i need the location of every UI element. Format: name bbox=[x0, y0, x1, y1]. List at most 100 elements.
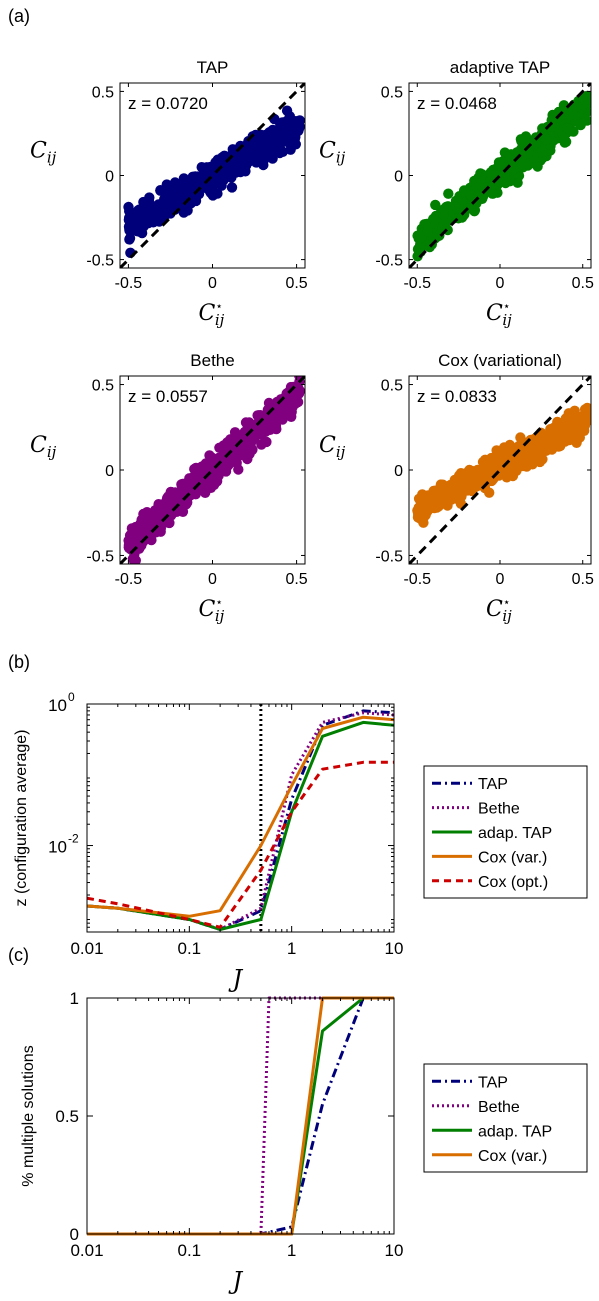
x-axis-label-superscript: ⋆ bbox=[215, 595, 223, 609]
y-axis-label: Cij bbox=[319, 433, 346, 461]
scatter-panel-3: -0.5-0.5 0 0 0.5 0.5 Bethe z = 0.0557 Cij C⋆ ij bbox=[30, 351, 308, 625]
scatter-point bbox=[146, 534, 157, 546]
scatter-point bbox=[124, 225, 135, 236]
y-axis-label-subscript: ij bbox=[47, 149, 57, 167]
scatter-point bbox=[471, 178, 482, 189]
scatter-point bbox=[123, 541, 135, 553]
scatter-point bbox=[458, 185, 470, 196]
y-axis-label-subscript: ij bbox=[336, 443, 346, 461]
x-axis-label: C⋆ ij bbox=[199, 595, 225, 625]
scatter-panel-1: -0.5-0.5 0 0 0.5 0.5 TAP z = 0.0720 Cij C⋆ ij bbox=[30, 58, 308, 329]
scatter-point bbox=[486, 452, 497, 464]
x-tick-label: 0 bbox=[208, 275, 217, 292]
x-axis-label: C⋆ ij bbox=[486, 595, 512, 625]
legend-label: adap. TAP bbox=[478, 1123, 552, 1140]
scatter-point bbox=[253, 133, 265, 145]
x-tick-label: 10 bbox=[385, 939, 404, 958]
scatter-point bbox=[219, 165, 230, 177]
y-tick-label: 0 bbox=[105, 169, 114, 186]
legend-label: Cox (var.) bbox=[478, 849, 547, 866]
scatter-point bbox=[252, 151, 263, 163]
scatter-point bbox=[511, 465, 522, 476]
x-tick-label: 0.5 bbox=[285, 275, 307, 292]
scatter-point bbox=[529, 433, 541, 444]
scatter-point bbox=[579, 419, 591, 430]
x-axis-label: J bbox=[228, 1267, 244, 1295]
scatter-point bbox=[281, 116, 292, 127]
scatter-point bbox=[459, 469, 470, 481]
x-axis-label-superscript: ⋆ bbox=[503, 299, 511, 313]
scatter-point bbox=[567, 104, 579, 116]
scatter-point bbox=[163, 497, 175, 508]
y-axis-label: z (configuration average) bbox=[13, 730, 30, 907]
z-annotation: z = 0.0557 bbox=[128, 387, 208, 406]
scatter-point bbox=[155, 185, 166, 196]
z-annotation: z = 0.0720 bbox=[128, 94, 208, 113]
scatter-point bbox=[137, 518, 149, 529]
x-tick-label: -0.5 bbox=[403, 571, 431, 588]
x-tick-label: 0.01 bbox=[70, 939, 103, 958]
x-tick-label: 0.1 bbox=[178, 939, 202, 958]
scatter-point bbox=[517, 135, 528, 146]
scatter-point bbox=[559, 137, 570, 148]
scatter-point bbox=[438, 204, 449, 215]
scatter-point bbox=[532, 447, 543, 458]
plot-area bbox=[409, 376, 591, 564]
scatter-point bbox=[233, 464, 244, 475]
scatter-point bbox=[191, 466, 202, 477]
scatter-point bbox=[226, 182, 238, 193]
panel-letter-a: (a) bbox=[8, 6, 30, 26]
x-axis-label-subscript: ij bbox=[215, 311, 225, 329]
scatter-point bbox=[273, 132, 284, 143]
scatter-point bbox=[414, 232, 426, 243]
panel-letter-c: (c) bbox=[8, 945, 29, 965]
scatter-point bbox=[466, 190, 477, 201]
scatter-point bbox=[456, 478, 468, 489]
scatter-point bbox=[567, 416, 578, 427]
scatter-point bbox=[259, 143, 271, 155]
scatter-point bbox=[284, 396, 295, 408]
scatter-point bbox=[415, 242, 426, 254]
y-tick-label: 10 bbox=[48, 696, 67, 715]
scatter-point bbox=[437, 484, 448, 495]
y-tick-label: 0.5 bbox=[381, 84, 403, 101]
scatter-point bbox=[212, 465, 223, 476]
x-axis-label-subscript: ij bbox=[215, 607, 225, 625]
plot-area bbox=[87, 996, 394, 1236]
series-line bbox=[87, 760, 394, 929]
legend-label: Bethe bbox=[478, 1099, 520, 1116]
scatter-point bbox=[197, 169, 209, 180]
x-tick-label: 0 bbox=[496, 275, 505, 292]
scatter-point bbox=[129, 560, 140, 564]
legend-label: Bethe bbox=[478, 801, 520, 818]
scatter-point bbox=[503, 154, 515, 165]
y-tick-label: 0 bbox=[105, 463, 114, 480]
scatter-point bbox=[285, 144, 296, 155]
scatter-point bbox=[527, 459, 538, 470]
y-tick-label: 0.5 bbox=[92, 84, 114, 101]
y-tick-label: 0.5 bbox=[381, 378, 403, 395]
x-axis-label: C⋆ ij bbox=[486, 299, 512, 329]
x-tick-label: -0.5 bbox=[115, 275, 143, 292]
legend: TAP Bethe adap. TAP Cox (var.) bbox=[423, 1063, 588, 1173]
y-axis-label-subscript: ij bbox=[336, 149, 346, 167]
axes-frame bbox=[86, 703, 395, 933]
scatter-point bbox=[286, 133, 297, 144]
scatter-panel-2: -0.5-0.5 0 0 0.5 0.5 adaptive TAP z = 0.0468 Ci… bbox=[319, 58, 594, 329]
y-tick-label: -0.5 bbox=[86, 548, 114, 565]
plot-area bbox=[87, 704, 394, 932]
z-annotation: z = 0.0833 bbox=[417, 387, 497, 406]
scatter-point bbox=[558, 107, 570, 119]
scatter-point bbox=[218, 440, 229, 451]
scatter-point bbox=[138, 196, 149, 208]
scatter-point bbox=[136, 227, 148, 239]
y-tick-label: 0.5 bbox=[92, 378, 114, 395]
scatter-point bbox=[138, 508, 149, 520]
scatter-point bbox=[541, 135, 552, 146]
plot-area bbox=[120, 376, 305, 564]
y-tick-label: 0 bbox=[394, 169, 403, 186]
scatter-point bbox=[146, 203, 158, 214]
diagonal-line bbox=[120, 83, 305, 268]
scatter-point bbox=[448, 481, 459, 493]
